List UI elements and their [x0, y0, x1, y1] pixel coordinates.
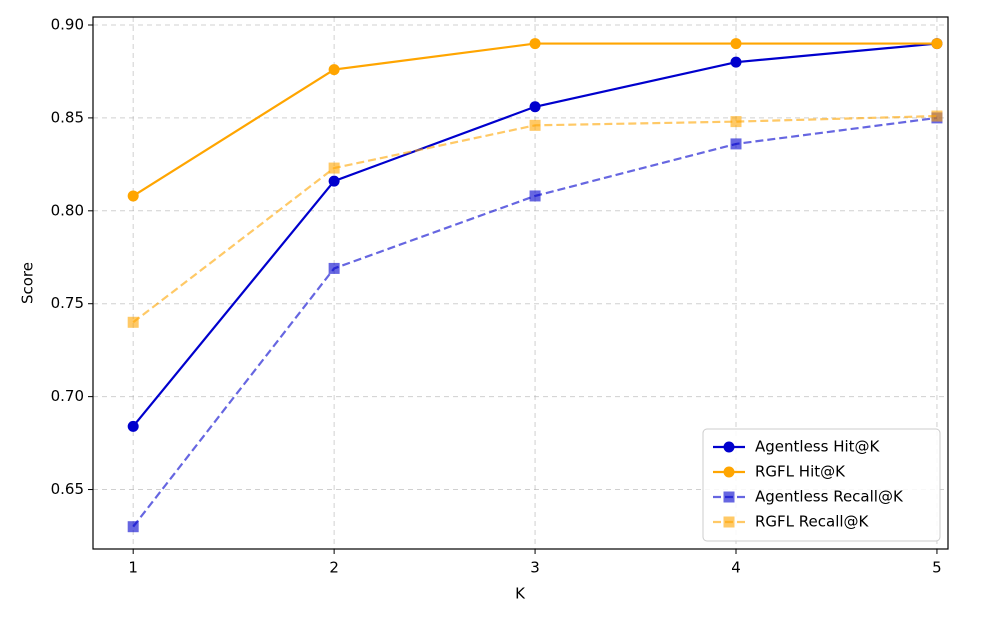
- marker: [931, 38, 943, 50]
- marker: [730, 56, 742, 68]
- marker: [328, 175, 340, 187]
- x-tick-label: 4: [731, 559, 741, 577]
- x-tick-label: 5: [932, 559, 942, 577]
- marker: [127, 420, 139, 432]
- marker: [127, 316, 139, 328]
- y-tick-label: 0.90: [51, 15, 84, 33]
- marker: [127, 190, 139, 202]
- marker: [127, 521, 139, 533]
- legend-box: [702, 428, 941, 542]
- y-tick-label: 0.85: [51, 108, 84, 126]
- x-axis-label: K: [515, 585, 526, 603]
- legend-label: Agentless Hit@K: [755, 438, 881, 456]
- marker: [730, 38, 742, 50]
- y-tick-label: 0.65: [51, 480, 84, 498]
- y-tick-label: 0.80: [51, 201, 84, 219]
- legend-marker: [723, 491, 735, 503]
- marker: [328, 162, 340, 174]
- marker: [328, 262, 340, 274]
- legend-marker: [723, 466, 735, 478]
- legend-marker: [723, 441, 735, 453]
- marker: [529, 119, 541, 131]
- marker: [931, 110, 943, 122]
- y-tick-label: 0.70: [51, 387, 84, 405]
- legend-label: RGFL Recall@K: [755, 513, 870, 531]
- marker: [529, 101, 541, 113]
- legend-label: RGFL Hit@K: [755, 463, 846, 481]
- x-tick-label: 1: [128, 559, 138, 577]
- y-tick-label: 0.75: [51, 294, 84, 312]
- x-tick-label: 2: [329, 559, 339, 577]
- marker: [730, 116, 742, 128]
- marker: [529, 190, 541, 202]
- marker: [730, 138, 742, 150]
- plot-frame: [92, 16, 949, 550]
- marker: [328, 64, 340, 76]
- x-tick-label: 3: [530, 559, 540, 577]
- legend-label: Agentless Recall@K: [755, 488, 904, 506]
- legend-marker: [723, 516, 735, 528]
- y-axis-label: Score: [19, 262, 37, 304]
- marker: [529, 38, 541, 50]
